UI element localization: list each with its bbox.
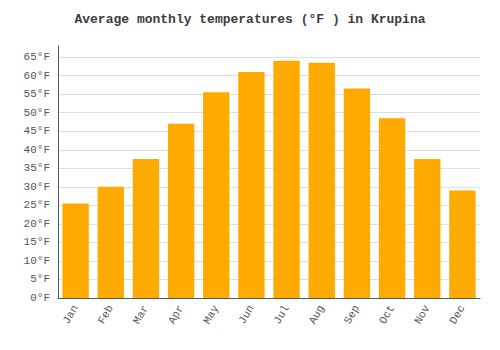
svg-text:Apr: Apr bbox=[166, 303, 186, 326]
svg-text:30°F: 30°F bbox=[24, 181, 50, 193]
svg-text:Mar: Mar bbox=[131, 303, 151, 326]
svg-text:50°F: 50°F bbox=[24, 107, 50, 119]
svg-text:Average monthly temperatures (: Average monthly temperatures (°F ) in Kr… bbox=[74, 12, 425, 27]
svg-text:May: May bbox=[201, 303, 221, 326]
svg-text:25°F: 25°F bbox=[24, 199, 50, 211]
svg-text:35°F: 35°F bbox=[24, 162, 50, 174]
svg-text:Jan: Jan bbox=[60, 303, 80, 326]
svg-text:Oct: Oct bbox=[377, 303, 397, 326]
svg-text:40°F: 40°F bbox=[24, 144, 50, 156]
svg-text:20°F: 20°F bbox=[24, 218, 50, 230]
svg-text:Feb: Feb bbox=[96, 303, 116, 326]
svg-text:45°F: 45°F bbox=[24, 125, 50, 137]
svg-text:15°F: 15°F bbox=[24, 236, 50, 248]
svg-text:55°F: 55°F bbox=[24, 88, 50, 100]
svg-text:Aug: Aug bbox=[307, 303, 327, 326]
svg-text:Dec: Dec bbox=[447, 303, 467, 326]
svg-text:Nov: Nov bbox=[412, 303, 432, 326]
svg-text:Sep: Sep bbox=[342, 303, 362, 326]
svg-text:10°F: 10°F bbox=[24, 255, 50, 267]
svg-text:Jul: Jul bbox=[271, 303, 291, 326]
svg-text:60°F: 60°F bbox=[24, 70, 50, 82]
svg-text:65°F: 65°F bbox=[24, 51, 50, 63]
svg-text:5°F: 5°F bbox=[30, 273, 50, 285]
svg-text:Jun: Jun bbox=[236, 303, 256, 326]
svg-text:0°F: 0°F bbox=[30, 292, 50, 304]
